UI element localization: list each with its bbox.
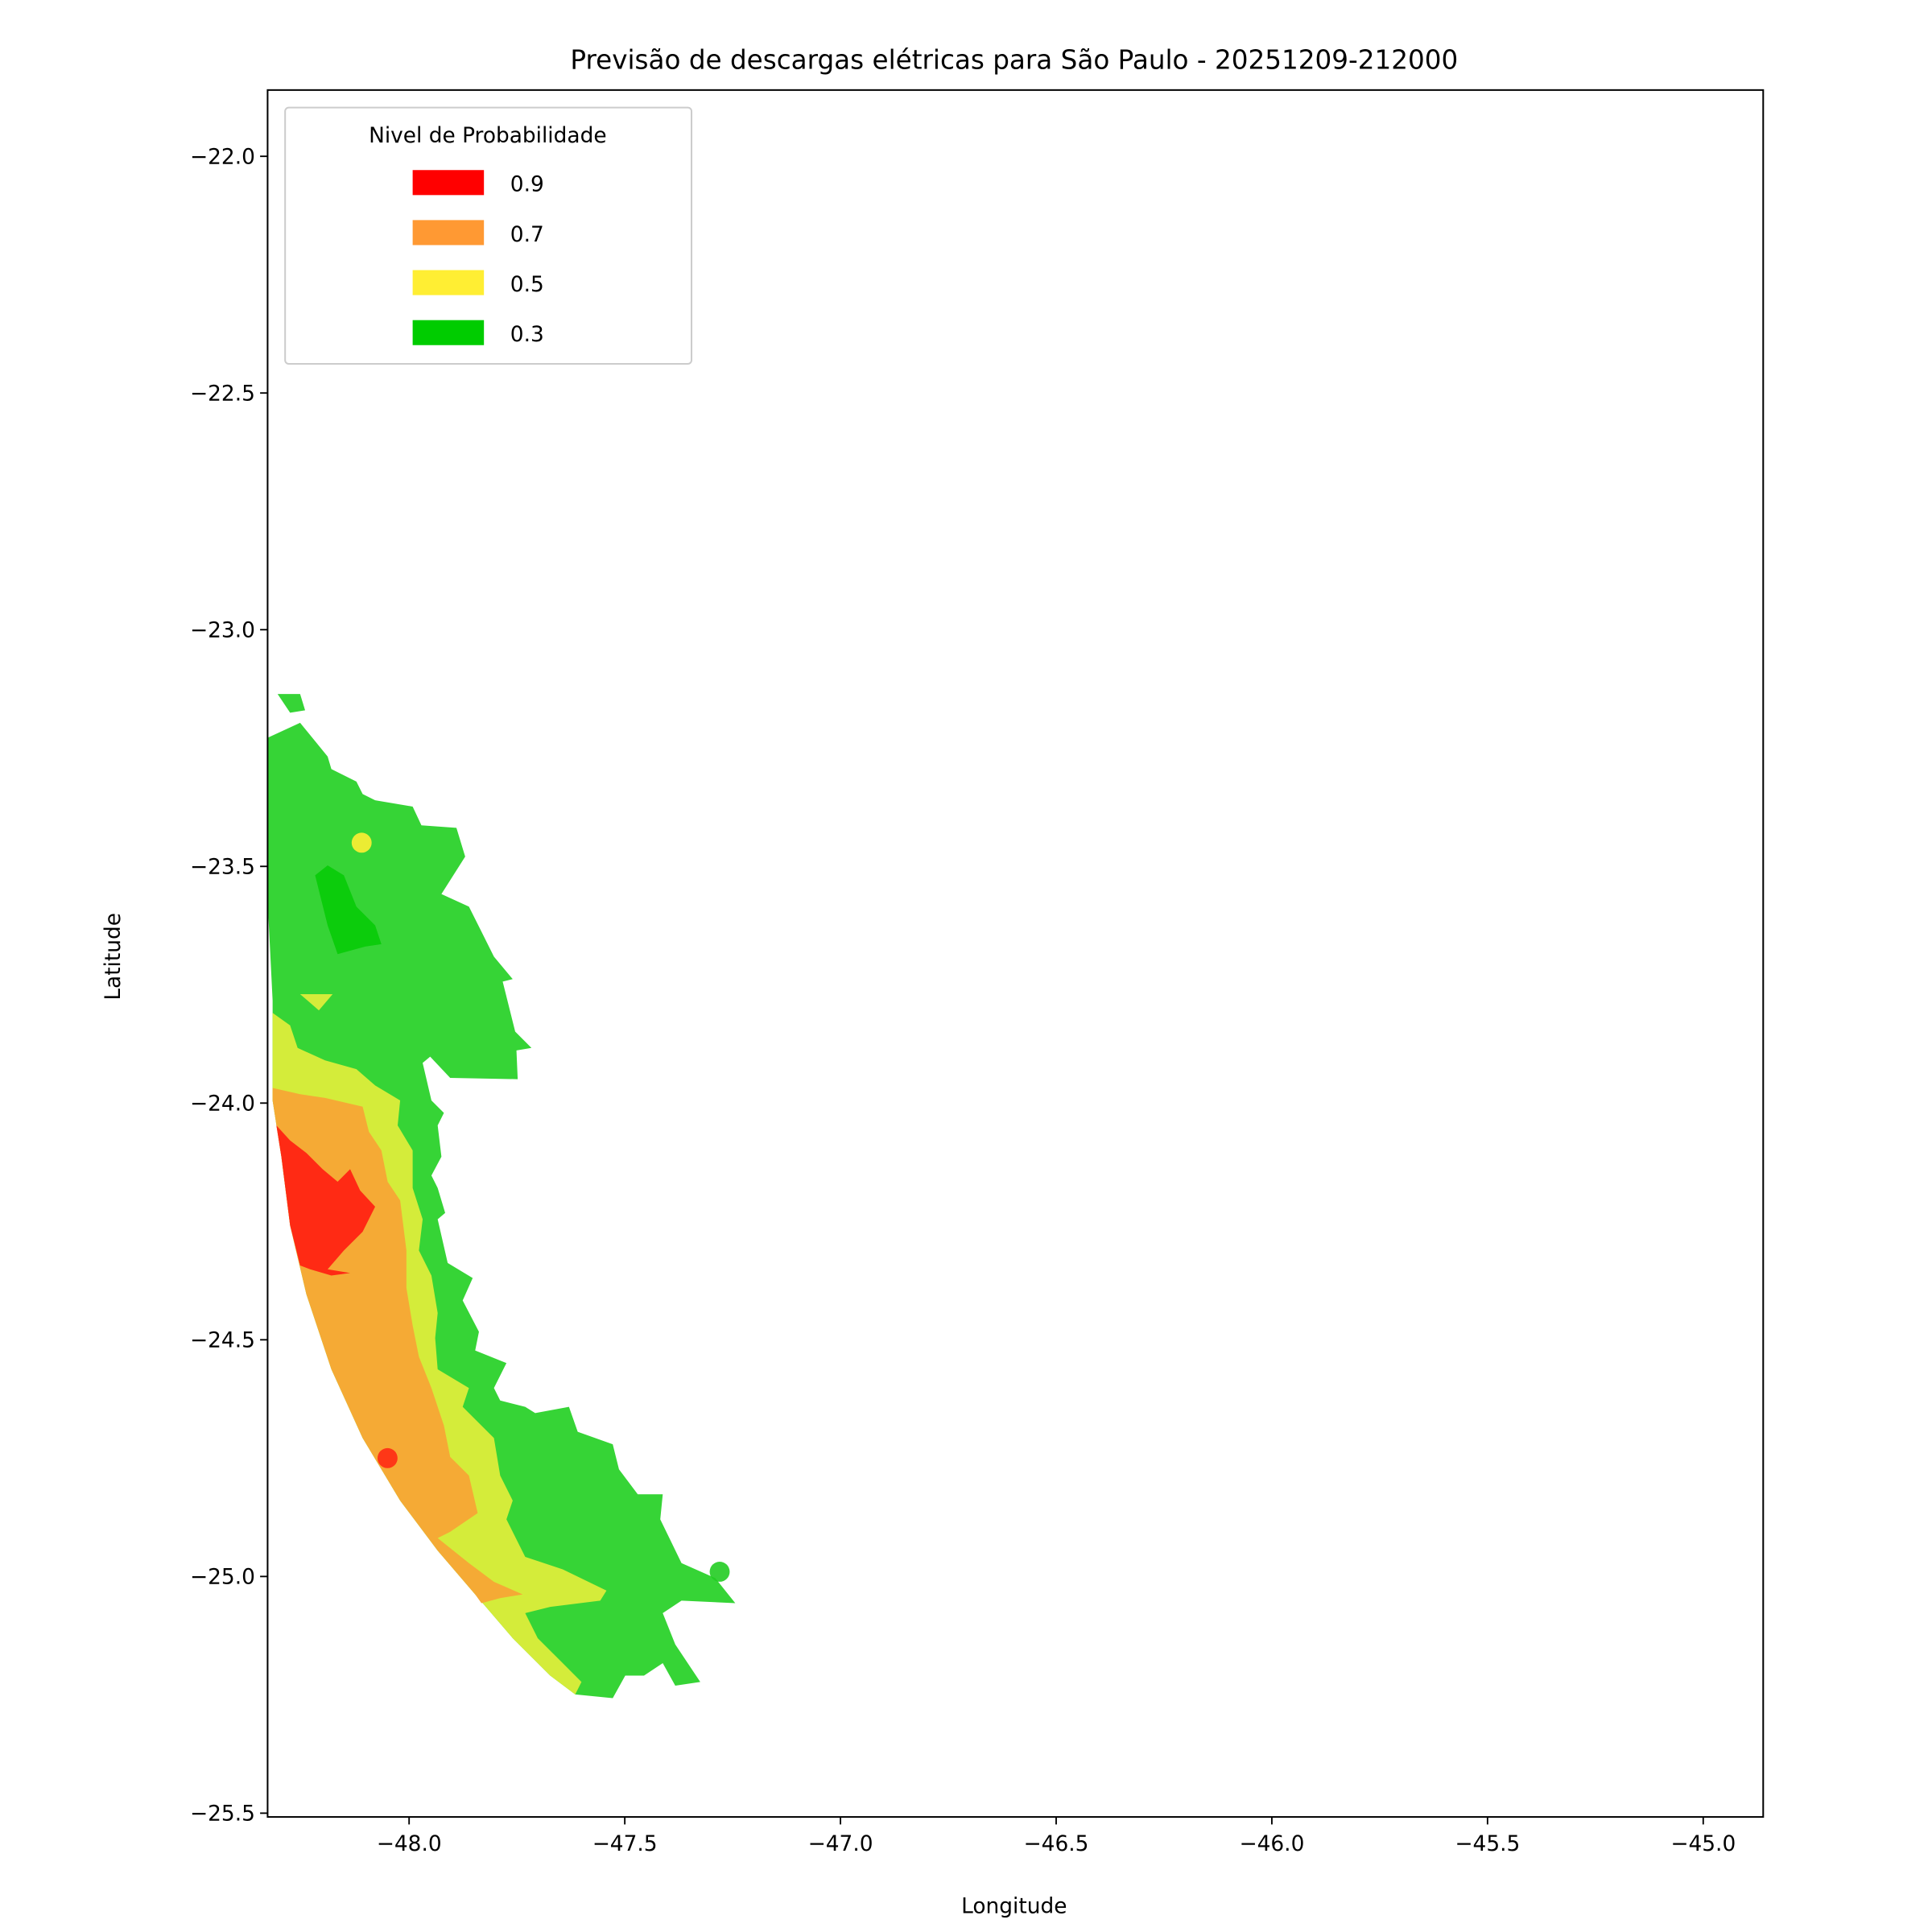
y-tick-label: −25.0 xyxy=(190,1565,255,1590)
x-tick-label: −48.0 xyxy=(377,1831,442,1856)
legend-swatch xyxy=(412,220,485,246)
contour-level-0.9 xyxy=(276,1125,376,1276)
legend-label: 0.5 xyxy=(510,272,544,297)
contour-level-0.3-top xyxy=(277,694,306,713)
y-tick-label: −23.5 xyxy=(190,855,255,880)
scatter-point xyxy=(377,1447,398,1468)
legend-swatch xyxy=(412,320,485,345)
x-tick-label: −46.5 xyxy=(1024,1831,1089,1856)
legend: Nivel de Probabilidade 0.9 0.7 0.5 0.3 xyxy=(284,106,693,365)
y-tick-label: −23.0 xyxy=(190,618,255,643)
x-tick-label: −47.0 xyxy=(808,1831,873,1856)
x-axis-label: Longitude xyxy=(961,1894,1067,1919)
legend-swatch xyxy=(412,170,485,196)
x-axis-ticks: −48.0 −47.5 −47.0 −46.5 −46.0 −45.5 −45.0 xyxy=(377,1817,1736,1856)
scatter-point xyxy=(351,832,372,853)
plot-area xyxy=(267,694,736,1699)
y-tick-label: −24.5 xyxy=(190,1328,255,1353)
x-tick-label: −45.0 xyxy=(1670,1831,1736,1856)
legend-label: 0.3 xyxy=(510,322,544,347)
x-tick-label: −45.5 xyxy=(1455,1831,1520,1856)
legend-swatch xyxy=(412,270,485,295)
y-tick-label: −22.0 xyxy=(190,144,255,169)
y-axis-ticks: −22.0 −22.5 −23.0 −23.5 −24.0 −24.5 −25.0 −25.5 xyxy=(190,144,268,1827)
y-axis-label: Latitude xyxy=(101,913,126,1001)
x-tick-label: −47.5 xyxy=(592,1831,658,1856)
scatter-point xyxy=(709,1562,730,1582)
y-tick-label: −22.5 xyxy=(190,382,255,407)
legend-label: 0.7 xyxy=(510,222,544,247)
contour-level-0.3-core xyxy=(315,865,382,955)
chart-title: Previsão de descargas elétricas para São… xyxy=(570,44,1458,75)
legend-title: Nivel de Probabilidade xyxy=(369,123,606,148)
x-tick-label: −46.0 xyxy=(1239,1831,1304,1856)
axes-frame xyxy=(266,89,1765,1818)
scatter-points xyxy=(351,832,730,1582)
contour-level-0.5-patch xyxy=(299,993,333,1011)
y-tick-label: −25.5 xyxy=(190,1802,255,1827)
y-tick-label: −24.0 xyxy=(190,1092,255,1117)
legend-label: 0.9 xyxy=(510,172,544,197)
